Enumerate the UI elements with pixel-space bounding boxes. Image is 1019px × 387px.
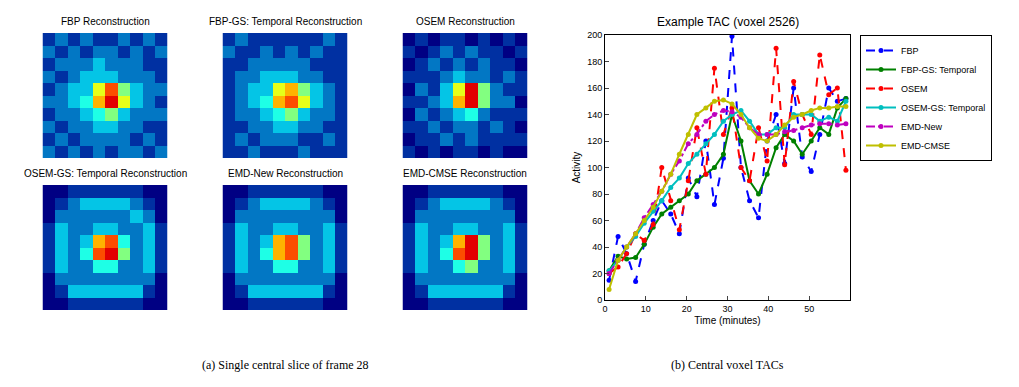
svg-text:100: 100 [587, 163, 602, 173]
svg-text:0: 0 [597, 295, 602, 305]
svg-text:FBP: FBP [901, 46, 919, 56]
svg-text:0: 0 [602, 304, 607, 314]
svg-text:60: 60 [592, 216, 602, 226]
svg-text:EMD-CMSE Reconstruction: EMD-CMSE Reconstruction [403, 168, 527, 179]
svg-text:40: 40 [763, 304, 773, 314]
svg-text:80: 80 [592, 189, 602, 199]
svg-text:OSEM-GS: Temporal Reconstructi: OSEM-GS: Temporal Reconstruction [24, 168, 187, 179]
svg-text:Time (minutes): Time (minutes) [694, 315, 760, 326]
svg-text:(b) Central voxel TACs: (b) Central voxel TACs [671, 358, 784, 372]
svg-text:140: 140 [587, 110, 602, 120]
svg-text:20: 20 [682, 304, 692, 314]
svg-text:OSEM Reconstruction: OSEM Reconstruction [416, 16, 515, 27]
svg-text:EMD-CMSE: EMD-CMSE [901, 141, 950, 151]
svg-text:EMD-New: EMD-New [901, 122, 943, 132]
svg-text:Example TAC (voxel 2526): Example TAC (voxel 2526) [657, 15, 799, 29]
svg-text:(a) Single central slice of fr: (a) Single central slice of frame 28 [202, 358, 369, 372]
svg-text:FBP Reconstruction: FBP Reconstruction [61, 16, 150, 27]
svg-text:10: 10 [641, 304, 651, 314]
svg-text:40: 40 [592, 242, 602, 252]
svg-text:EMD-New Reconstruction: EMD-New Reconstruction [228, 168, 343, 179]
svg-text:20: 20 [592, 269, 602, 279]
svg-text:160: 160 [587, 83, 602, 93]
svg-text:Activity: Activity [571, 152, 582, 184]
svg-text:30: 30 [722, 304, 732, 314]
svg-text:120: 120 [587, 136, 602, 146]
svg-text:OSEM-GS: Temporal: OSEM-GS: Temporal [901, 103, 985, 113]
svg-text:180: 180 [587, 57, 602, 67]
svg-text:200: 200 [587, 30, 602, 40]
svg-text:OSEM: OSEM [901, 84, 928, 94]
svg-text:50: 50 [804, 304, 814, 314]
svg-text:FBP-GS: Temporal: FBP-GS: Temporal [901, 65, 976, 75]
svg-text:FBP-GS: Temporal Reconstructio: FBP-GS: Temporal Reconstruction [209, 16, 362, 27]
